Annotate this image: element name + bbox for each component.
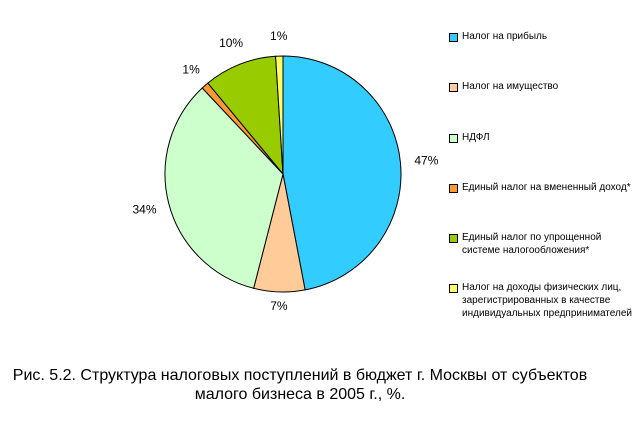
legend-swatch: [449, 284, 458, 293]
caption-line-1: Рис. 5.2. Структура налоговых поступлени…: [12, 367, 588, 384]
legend-item-entrepreneur-income-tax: Налог на доходы физических лиц, зарегист…: [449, 281, 632, 320]
pie-value-label-simplified-tax: 10%: [219, 36, 243, 50]
pie-value-label-imputed-income-tax: 1%: [182, 63, 200, 77]
pie-slice-entrepreneur-income-tax: [275, 55, 284, 175]
caption-line-2: малого бизнеса в 2005 г., %.: [194, 386, 406, 403]
figure-caption: Рис. 5.2. Структура налоговых поступлени…: [0, 366, 600, 404]
pie-value-label-ndfl: 34%: [132, 203, 156, 217]
legend-label: Единый налог на вмененный доход*: [462, 182, 631, 193]
legend-swatch: [449, 184, 458, 193]
pie-slices: [164, 55, 402, 293]
legend-item-imputed-income-tax: Единый налог на вмененный доход*: [449, 181, 631, 194]
legend-swatch: [449, 134, 458, 143]
legend-label: Единый налог по упрощенной системе налог…: [462, 232, 602, 256]
legend-label: Налог на имущество: [462, 81, 559, 92]
legend-item-profit-tax: Налог на прибыль: [449, 30, 547, 43]
legend-swatch: [449, 83, 458, 92]
pie-slice-profit-tax: [282, 55, 402, 291]
pie-chart: 47% 7% 34% 1% 10% 1%: [132, 29, 438, 313]
pie-value-labels: 47% 7% 34% 1% 10% 1%: [132, 29, 438, 313]
legend-swatch: [449, 234, 458, 243]
legend-item-property-tax: Налог на имущество: [449, 80, 558, 93]
legend-item-ndfl: НДФЛ: [449, 131, 490, 144]
legend-label: Налог на прибыль: [462, 31, 548, 42]
pie-value-label-entrepreneur-income-tax: 1%: [270, 29, 288, 43]
pie-slice-simplified-tax: [207, 55, 284, 176]
pie-value-label-property-tax: 7%: [270, 299, 288, 313]
pie-value-label-profit-tax: 47%: [414, 153, 438, 167]
legend-swatch: [449, 33, 458, 42]
legend-label: Налог на доходы физических лиц, зарегист…: [462, 282, 632, 319]
legend-label: НДФЛ: [462, 132, 490, 143]
legend-item-simplified-tax: Единый налог по упрощенной системе налог…: [449, 231, 601, 257]
pie-slice-ndfl: [164, 87, 284, 289]
